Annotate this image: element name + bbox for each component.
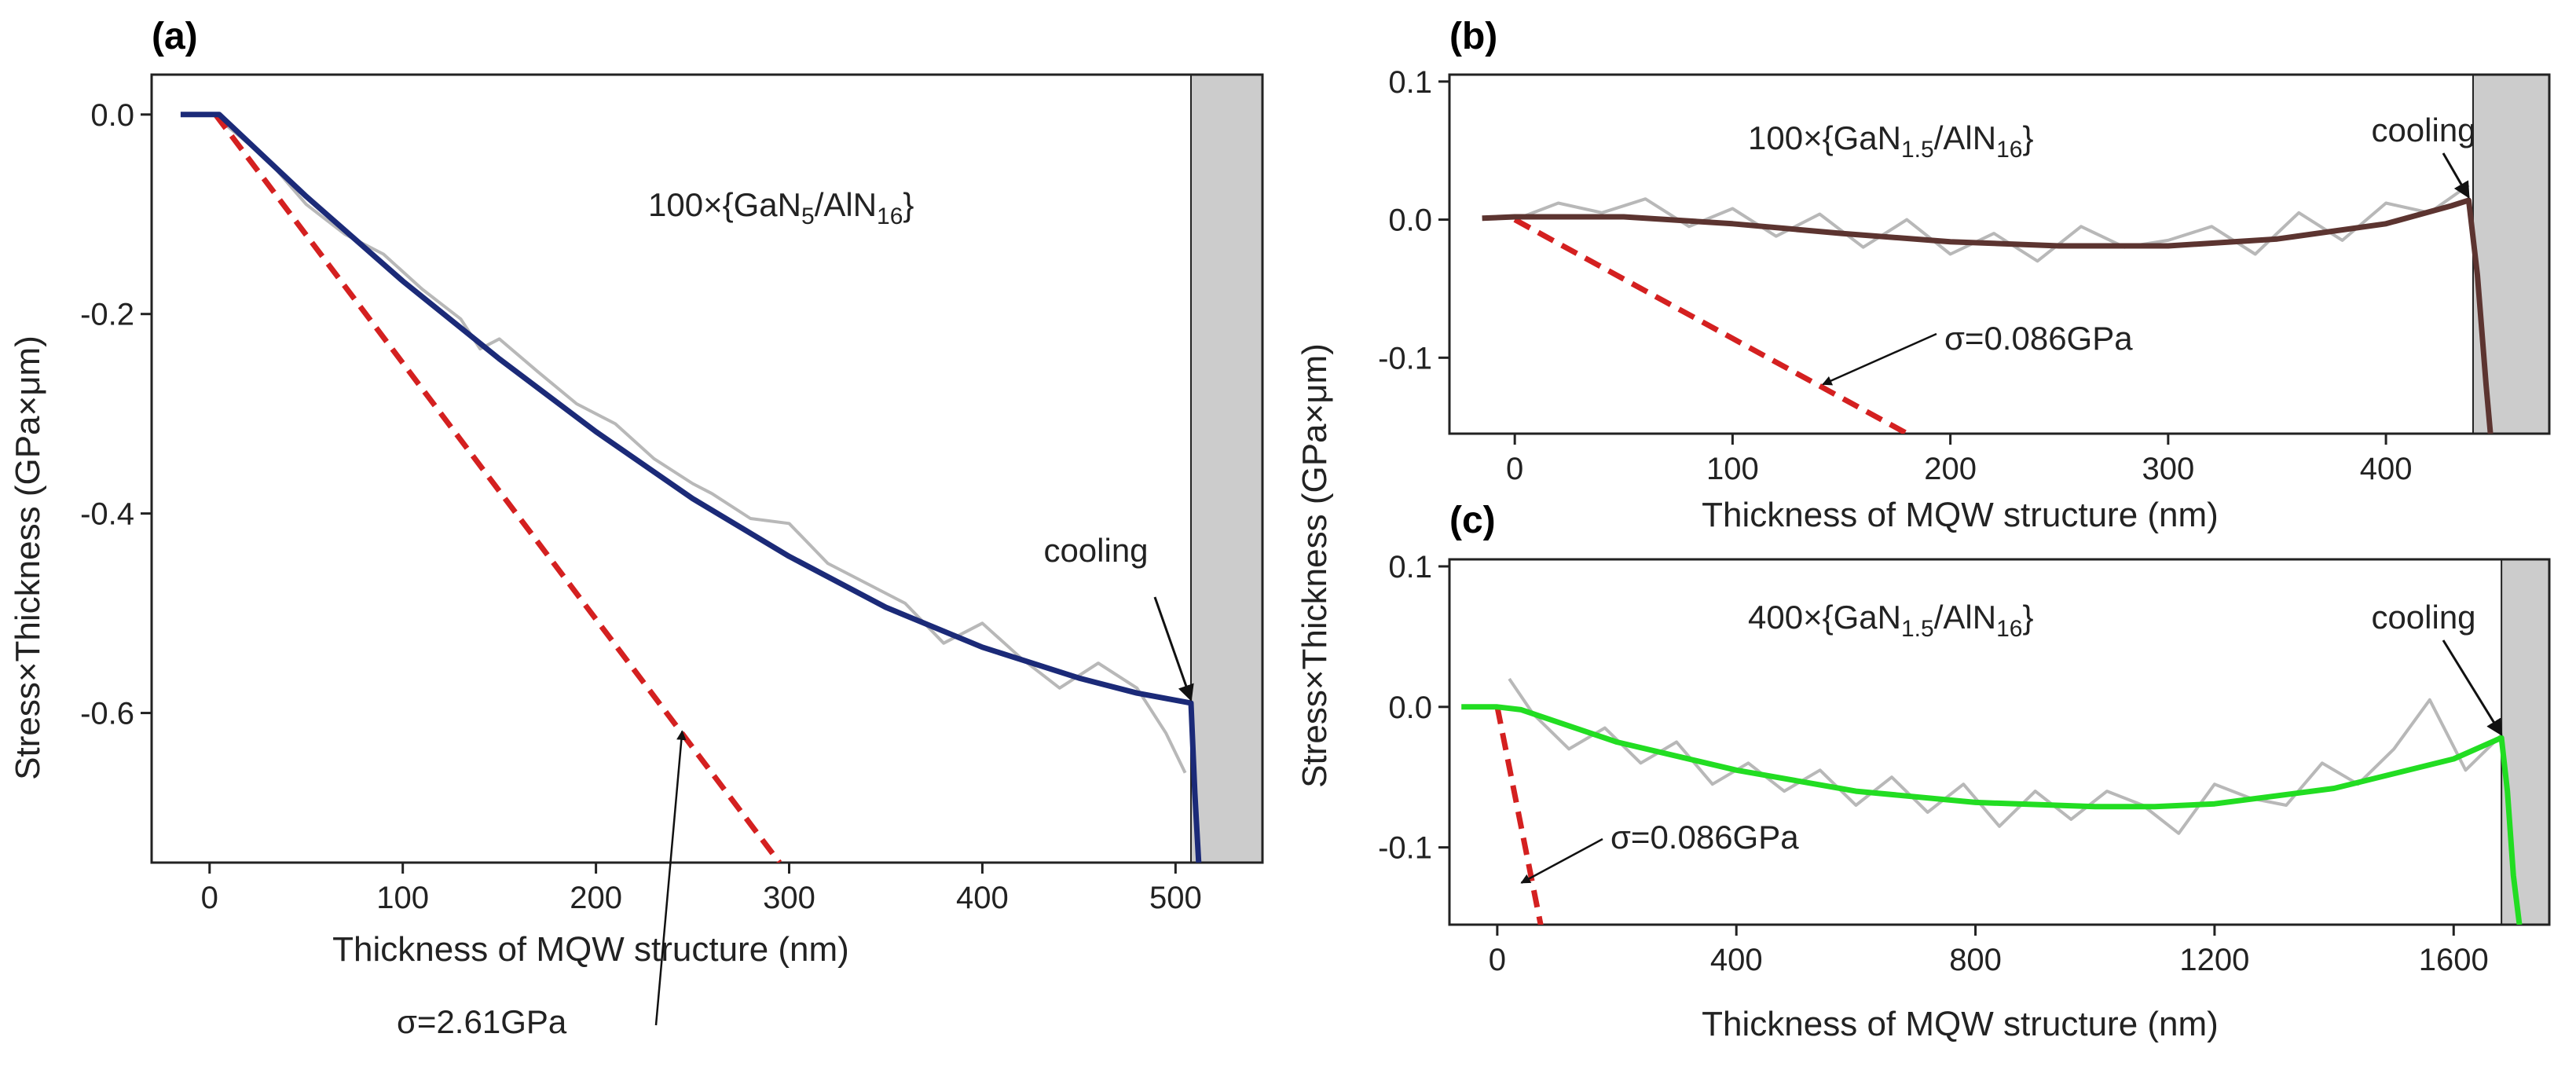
shared-y-axis-title-right: Stress×Thickness (GPa×μm) — [1295, 343, 1334, 788]
panel-letter: (c) — [1449, 500, 1496, 541]
cooling-region — [2501, 559, 2550, 925]
x-tick-label: 300 — [2142, 452, 2194, 486]
sigma-arrow — [654, 730, 687, 1026]
cooling-label: cooling — [2371, 599, 2475, 636]
series-fit — [180, 112, 1202, 863]
series-fit — [1461, 704, 2523, 925]
y-tick-label: 0.1 — [1388, 550, 1432, 584]
y-tick-label: -0.1 — [1378, 831, 1432, 866]
y-tick-label: -0.6 — [80, 697, 134, 731]
plot-frame — [1448, 73, 2551, 435]
data-layer — [1461, 677, 2523, 925]
sigma-arrow — [1520, 837, 1603, 884]
structure-label: 400×{GaN1.5/AlN16} — [1748, 599, 2033, 642]
x-axis-title: Thickness of MQW structure (nm) — [1702, 496, 2219, 534]
data-layer — [180, 112, 1202, 863]
x-tick-label: 300 — [763, 881, 815, 915]
x-tick-label: 0 — [201, 881, 218, 915]
series-measured — [1508, 677, 2503, 835]
x-axis-title: Thickness of MQW structure (nm) — [1702, 1005, 2219, 1043]
panel-letter: (a) — [152, 16, 198, 57]
x-tick-label: 0 — [1506, 452, 1523, 486]
y-tick-label: -0.1 — [1378, 341, 1432, 376]
x-tick-label: 200 — [570, 881, 622, 915]
structure-label: 100×{GaN5/AlN16} — [648, 186, 914, 229]
x-tick-label: 200 — [1924, 452, 1977, 486]
shared-y-axis-title-left: Stress×Thickness (GPa×μm) — [9, 335, 47, 780]
y-tick-label: -0.2 — [80, 298, 134, 332]
cooling-label: cooling — [2371, 112, 2475, 148]
y-tick-label: 0.0 — [90, 98, 134, 133]
y-tick-label: -0.4 — [80, 497, 134, 532]
x-tick-label: 1200 — [2179, 943, 2249, 977]
x-tick-label: 400 — [1710, 943, 1763, 977]
cooling-region — [1190, 74, 1264, 863]
cooling-label: cooling — [1043, 532, 1148, 569]
y-tick-label: 0.1 — [1388, 65, 1432, 100]
panel-c: 0 400 800 1200 1600 0.1 0.0 -0.1 (c) Thickness of… — [1378, 500, 2551, 1043]
cooling-arrow — [2442, 639, 2503, 736]
x-tick-label: 100 — [376, 881, 429, 915]
panel-b: 0 100 200 300 400 0.1 0.0 -0.1 (b) Thickness of M… — [1378, 16, 2551, 534]
x-tick-label: 100 — [1706, 452, 1759, 486]
x-tick-label: 500 — [1149, 881, 1202, 915]
sigma-arrow — [1822, 332, 1937, 386]
y-tick-label: 0.0 — [1388, 203, 1432, 238]
sigma-label: σ=0.086GPa — [1944, 320, 2133, 357]
y-tick-label: 0.0 — [1388, 691, 1432, 725]
cooling-arrow — [2442, 152, 2470, 199]
x-tick-label: 0 — [1489, 943, 1506, 977]
sigma-label: σ=0.086GPa — [1610, 819, 1799, 856]
cooling-arrow — [1153, 596, 1194, 702]
plot-frame — [1448, 558, 2551, 926]
series-linear-stress — [1513, 217, 1913, 434]
series-measured — [1514, 183, 2470, 263]
series-fit — [1482, 197, 2494, 434]
x-axis-title: Thickness of MQW structure (nm) — [332, 930, 849, 969]
series-measured — [218, 118, 1187, 774]
sigma-label: σ=2.61GPa — [397, 1003, 567, 1040]
panel-letter: (b) — [1449, 16, 1497, 57]
panel-a: 0 100 200 300 400 500 0.0 -0.2 -0.4 -0.6 (a) Thickn… — [80, 16, 1264, 1040]
series-linear-stress — [1494, 706, 1544, 925]
x-tick-label: 400 — [2360, 452, 2413, 486]
series-linear-stress — [213, 112, 782, 863]
x-tick-label: 1600 — [2419, 943, 2489, 977]
structure-label: 100×{GaN1.5/AlN16} — [1748, 119, 2033, 163]
x-tick-label: 400 — [956, 881, 1009, 915]
x-tick-label: 800 — [1949, 943, 2002, 977]
plot-frame — [150, 73, 1264, 864]
data-layer — [1482, 183, 2494, 434]
